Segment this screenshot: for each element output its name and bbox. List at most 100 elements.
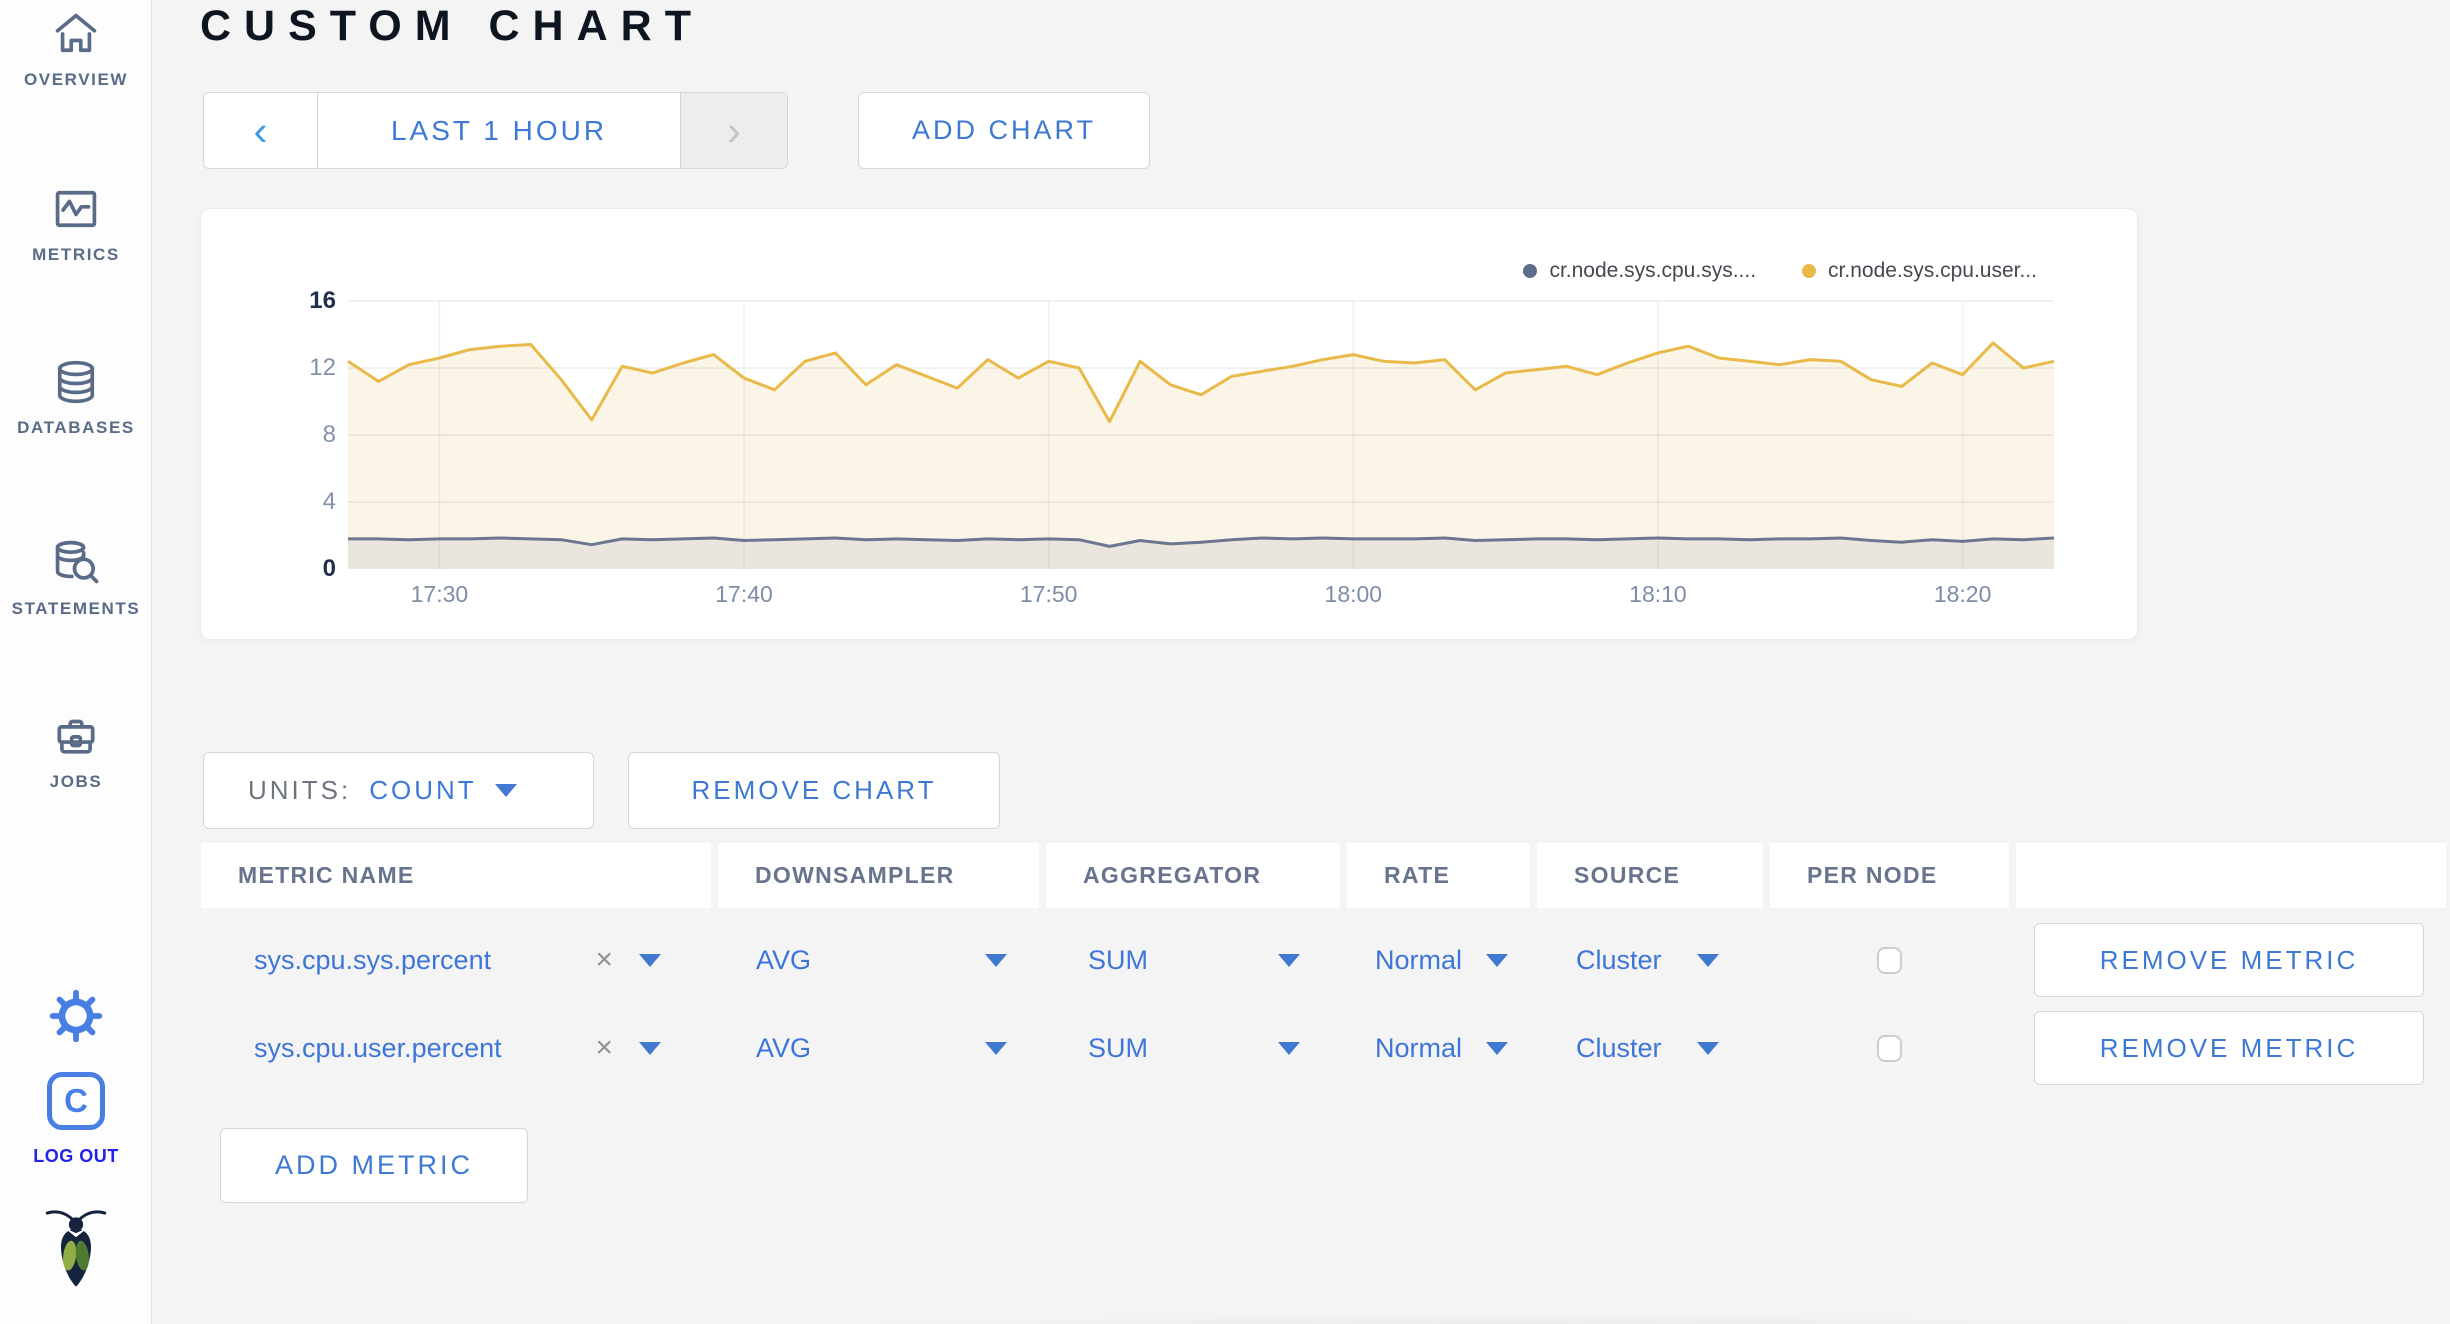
remove-metric-button[interactable]: REMOVE METRIC bbox=[2034, 923, 2424, 997]
col-header-downsampler: DOWNSAMPLER bbox=[718, 843, 1039, 908]
sidebar-item-label: JOBS bbox=[49, 772, 103, 791]
cpu-usage-chart bbox=[347, 300, 2055, 569]
x-tick-label: 18:00 bbox=[1324, 581, 1383, 607]
col-header-rate: RATE bbox=[1347, 843, 1530, 908]
col-header-per-node: PER NODE bbox=[1770, 843, 2009, 908]
cockroach-bug-icon bbox=[45, 1210, 107, 1287]
database-icon bbox=[57, 360, 95, 404]
y-tick-label: 12 bbox=[309, 354, 336, 381]
sidebar-item-jobs[interactable]: JOBS bbox=[0, 710, 152, 792]
time-range-dropdown[interactable]: LAST 1 HOUR bbox=[390, 114, 608, 146]
aggregator-value: SUM bbox=[1088, 944, 1148, 975]
source-value: Cluster bbox=[1576, 1032, 1662, 1063]
metrics-table: METRIC NAME DOWNSAMPLER AGGREGATOR RATE … bbox=[201, 843, 2446, 1088]
clear-metric-icon[interactable]: × bbox=[595, 1031, 613, 1064]
add-chart-button[interactable]: ADD CHART bbox=[858, 92, 1150, 169]
legend-item-sys[interactable]: cr.node.sys.cpu.sys.... bbox=[1523, 259, 1756, 283]
chevron-right-icon: › bbox=[727, 106, 741, 154]
aggregator-dropdown[interactable]: SUM bbox=[1046, 920, 1340, 1000]
sidebar-item-label: STATEMENTS bbox=[11, 599, 141, 618]
add-metric-button[interactable]: ADD METRIC bbox=[220, 1128, 528, 1203]
sidebar-item-label: DATABASES bbox=[17, 418, 135, 437]
table-header-row: METRIC NAME DOWNSAMPLER AGGREGATOR RATE … bbox=[201, 843, 2446, 908]
col-header-source: SOURCE bbox=[1537, 843, 1763, 908]
per-node-checkbox[interactable] bbox=[1877, 1034, 1902, 1062]
downsampler-dropdown[interactable]: AVG bbox=[718, 1008, 1039, 1088]
chevron-down-icon bbox=[1278, 1041, 1300, 1055]
home-icon bbox=[55, 13, 97, 53]
per-node-checkbox[interactable] bbox=[1877, 946, 1902, 974]
source-value: Cluster bbox=[1576, 944, 1662, 975]
time-range-next-button[interactable]: › bbox=[680, 93, 787, 168]
cockroachdb-logo bbox=[0, 1205, 152, 1297]
sidebar-item-metrics[interactable]: METRICS bbox=[0, 183, 152, 265]
x-tick-label: 17:40 bbox=[715, 581, 773, 607]
downsampler-dropdown[interactable]: AVG bbox=[718, 920, 1039, 1000]
chevron-down-icon bbox=[1278, 953, 1300, 967]
metrics-icon bbox=[55, 190, 97, 228]
legend-label-user: cr.node.sys.cpu.user... bbox=[1828, 259, 2037, 282]
units-dropdown[interactable]: UNITS: COUNT bbox=[203, 752, 594, 829]
chevron-down-icon bbox=[639, 953, 661, 967]
chevron-down-icon bbox=[639, 1041, 661, 1055]
legend-dot-user bbox=[1802, 264, 1817, 278]
time-range-prev-button[interactable]: ‹ bbox=[204, 93, 318, 168]
chevron-down-icon bbox=[1697, 1041, 1719, 1055]
col-header-metric-name: METRIC NAME bbox=[201, 843, 711, 908]
actions-cell: REMOVE METRIC bbox=[2016, 1008, 2446, 1088]
per-node-cell bbox=[1770, 1008, 2009, 1088]
aggregator-value: SUM bbox=[1088, 1032, 1148, 1063]
sidebar-item-statements[interactable]: STATEMENTS bbox=[0, 537, 152, 619]
units-label: UNITS: bbox=[248, 775, 352, 805]
source-dropdown[interactable]: Cluster bbox=[1537, 1008, 1763, 1088]
sidebar-item-label: OVERVIEW bbox=[23, 70, 129, 89]
gear-icon bbox=[49, 989, 103, 1043]
chevron-down-icon bbox=[985, 1041, 1007, 1055]
logout-link[interactable]: LOG OUT bbox=[33, 1146, 119, 1166]
sidebar-item-label: METRICS bbox=[32, 245, 120, 264]
table-row: sys.cpu.sys.percent × AVG SUM Normal Clu… bbox=[201, 920, 2446, 1000]
units-value: COUNT bbox=[369, 775, 477, 805]
chevron-down-icon bbox=[985, 953, 1007, 967]
c-badge-icon: C bbox=[47, 1072, 105, 1130]
clear-metric-icon[interactable]: × bbox=[595, 943, 613, 976]
chart-legend: cr.node.sys.cpu.sys.... cr.node.sys.cpu.… bbox=[1523, 259, 2037, 283]
rate-dropdown[interactable]: Normal bbox=[1347, 1008, 1530, 1088]
x-tick-label: 17:50 bbox=[1019, 581, 1078, 607]
metric-name-dropdown[interactable]: sys.cpu.sys.percent × bbox=[201, 920, 711, 1000]
y-tick-label: 16 bbox=[309, 287, 336, 314]
x-tick-label: 18:10 bbox=[1629, 581, 1687, 607]
metric-name-value: sys.cpu.user.percent bbox=[254, 1032, 502, 1063]
remove-chart-button[interactable]: REMOVE CHART bbox=[628, 752, 1000, 829]
chevron-down-icon bbox=[1486, 953, 1508, 967]
rate-value: Normal bbox=[1375, 1032, 1463, 1063]
time-range-selector: ‹ LAST 1 HOUR › bbox=[203, 92, 788, 169]
settings-button[interactable] bbox=[0, 988, 152, 1044]
sidebar: OVERVIEW METRICS DATABASES bbox=[0, 0, 152, 1324]
y-tick-label: 4 bbox=[322, 488, 336, 515]
downsampler-value: AVG bbox=[756, 944, 812, 975]
sidebar-item-databases[interactable]: DATABASES bbox=[0, 356, 152, 438]
downsampler-value: AVG bbox=[756, 1032, 812, 1063]
rate-value: Normal bbox=[1375, 944, 1463, 975]
aggregator-dropdown[interactable]: SUM bbox=[1046, 1008, 1340, 1088]
page-title: CUSTOM CHART bbox=[200, 2, 704, 50]
remove-metric-button[interactable]: REMOVE METRIC bbox=[2034, 1011, 2424, 1085]
legend-dot-sys bbox=[1523, 264, 1538, 278]
statements-icon bbox=[55, 540, 99, 584]
scroll-shadow bbox=[560, 1306, 2450, 1324]
sidebar-item-overview[interactable]: OVERVIEW bbox=[0, 8, 152, 90]
col-header-aggregator: AGGREGATOR bbox=[1046, 843, 1340, 908]
metric-name-dropdown[interactable]: sys.cpu.user.percent × bbox=[201, 1008, 711, 1088]
y-tick-label: 8 bbox=[322, 421, 336, 448]
legend-item-user[interactable]: cr.node.sys.cpu.user... bbox=[1802, 259, 2037, 283]
x-tick-label: 18:20 bbox=[1933, 581, 1992, 607]
x-tick-label: 17:30 bbox=[410, 581, 469, 607]
chevron-down-icon bbox=[494, 784, 517, 797]
cockroach-cloud-button[interactable]: C bbox=[0, 1072, 152, 1130]
rate-dropdown[interactable]: Normal bbox=[1347, 920, 1530, 1000]
legend-label-sys: cr.node.sys.cpu.sys.... bbox=[1549, 259, 1757, 282]
source-dropdown[interactable]: Cluster bbox=[1537, 920, 1763, 1000]
jobs-icon bbox=[57, 719, 95, 754]
